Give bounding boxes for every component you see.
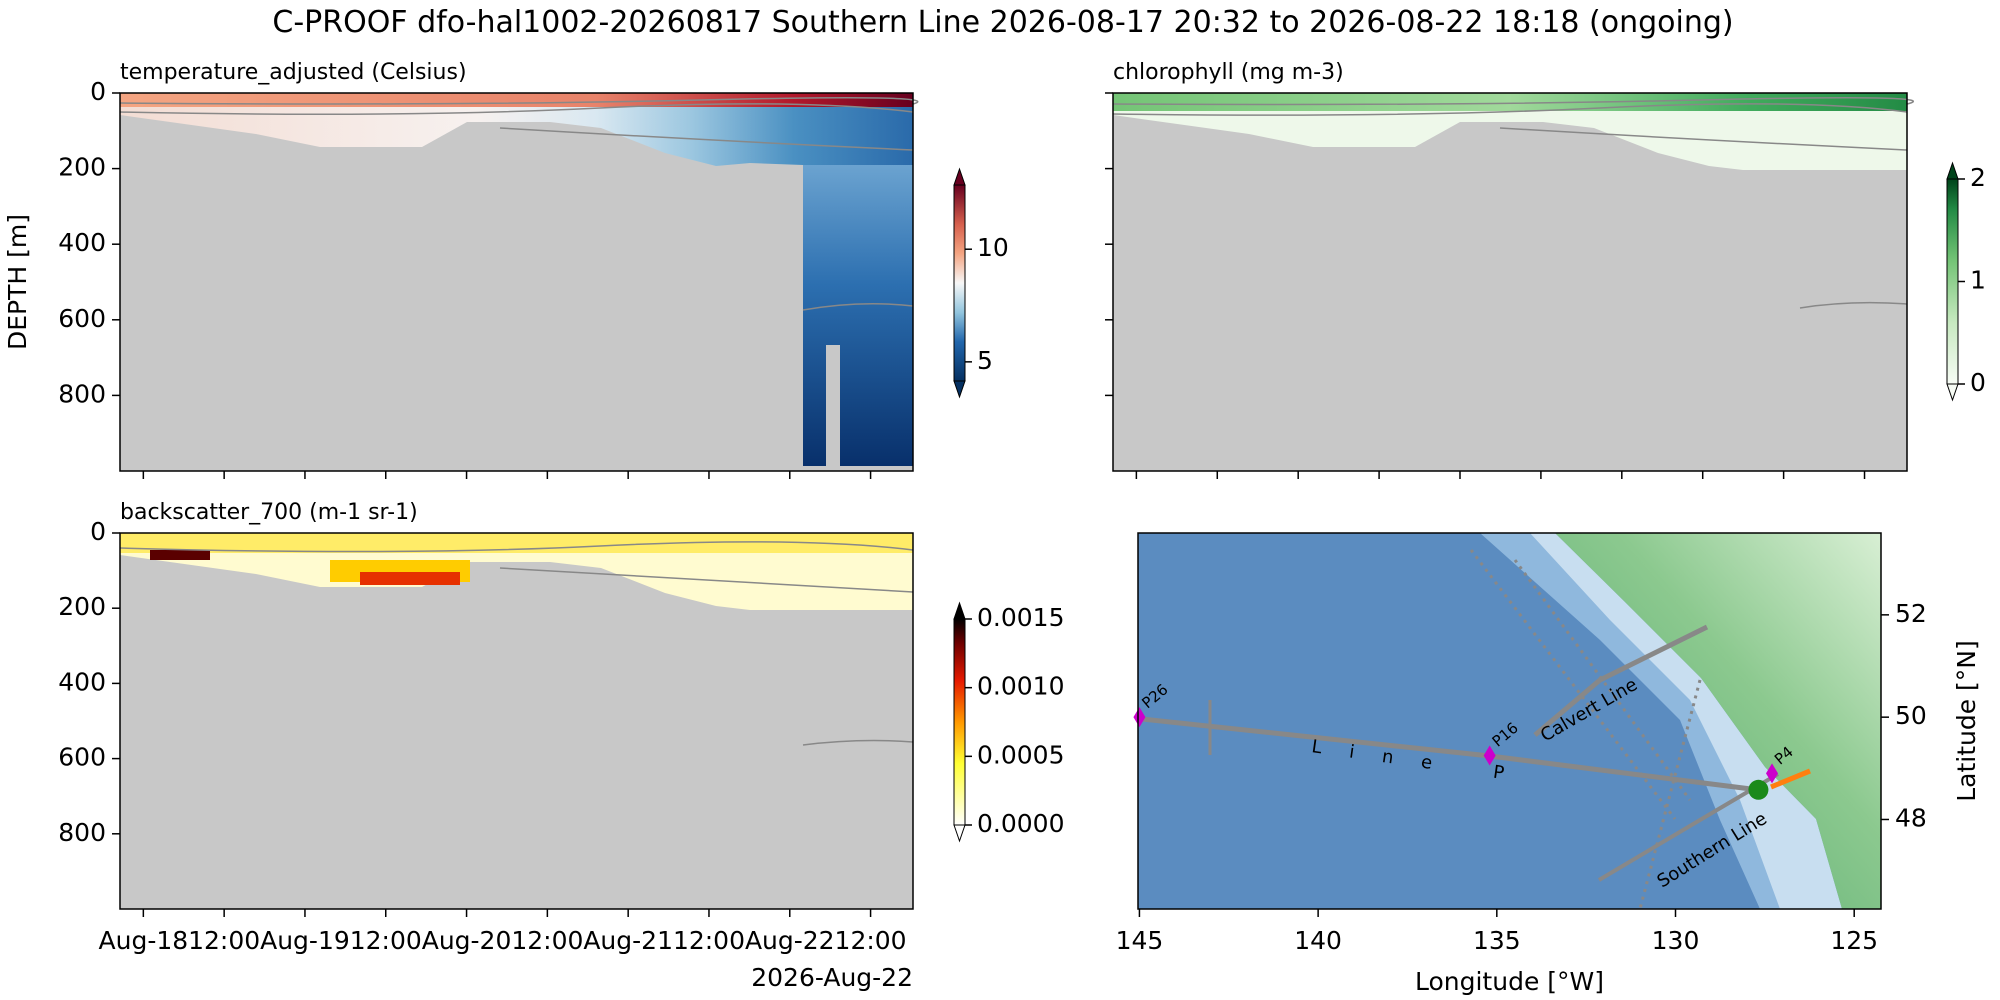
glider-tracks [1141, 549, 1811, 910]
station-marker [1133, 707, 1146, 728]
glider-position [1748, 779, 1769, 800]
x-tick-label: 135 [1473, 926, 1521, 955]
y-axis-label: DEPTH [m] [3, 214, 32, 350]
heatmap-field [1112, 93, 1914, 471]
y-tick-label: 0 [90, 517, 106, 546]
panel-title: chlorophyll (mg m-3) [1113, 60, 1344, 85]
x-tick-label: 145 [1116, 926, 1164, 955]
y-tick-label: 0 [90, 77, 106, 106]
colorbar-fill [954, 185, 965, 381]
colorbar-tick-label: 0.0005 [977, 740, 1064, 769]
y-tick-label: 52 [1895, 599, 1927, 628]
y-tick-label: 600 [58, 304, 106, 333]
map-background [1138, 533, 1881, 909]
x-offset-label: 2026-Aug-22 [751, 963, 913, 992]
colorbar-tick-label: 0 [1970, 368, 1986, 397]
x-tick-label: 140 [1294, 926, 1342, 955]
x-tick-label: 12:00 [188, 926, 260, 955]
colorbar-tick-label: 5 [977, 346, 993, 375]
x-tick-label: Aug-21 [583, 926, 673, 955]
y-tick-label: 200 [58, 592, 106, 621]
x-axis-label: Longitude [°W] [1415, 967, 1604, 996]
x-tick-label: 12:00 [511, 926, 583, 955]
colorbar-extend [953, 601, 966, 620]
x-tick-label: 125 [1830, 926, 1878, 955]
station-marker [1765, 763, 1778, 784]
colorbar-extend [953, 824, 966, 843]
colorbar: 0.0000 0.0005 0.0010 0.0015 [953, 601, 1064, 843]
y-tick-label: 48 [1895, 803, 1927, 832]
x-tick-label: Aug-22 [745, 926, 835, 955]
colorbar-tick-label: 0.0000 [977, 809, 1064, 838]
x-tick-label: 12:00 [673, 926, 745, 955]
x-tick-label: Aug-20 [422, 926, 512, 955]
x-tick-label: Aug-18 [99, 926, 189, 955]
colorbar: 5 10 [953, 167, 1009, 399]
heatmap-field [119, 533, 914, 909]
axes-frame [119, 92, 914, 472]
colorbar: 0 1 2 [1946, 161, 1986, 402]
y-axis-label: Latitude [°N] [1952, 640, 1981, 802]
x-tick-label: 12:00 [350, 926, 422, 955]
heatmap-field [119, 93, 919, 471]
colorbar-fill [1947, 179, 1958, 384]
colorbar-tick-label: 1 [1970, 266, 1986, 295]
colorbar-tick-label: 2 [1970, 163, 1986, 192]
colorbar-extend [1946, 161, 1959, 180]
axes-frame [1112, 92, 1908, 472]
axes-frame [1137, 532, 1882, 910]
x-tick-label: Aug-19 [260, 926, 350, 955]
colorbar-extend [953, 167, 966, 186]
colorbar-tick-label: 10 [977, 233, 1009, 262]
x-tick-label: 12:00 [835, 926, 907, 955]
station-marker [1483, 745, 1496, 766]
panel-title: backscatter_700 (m-1 sr-1) [120, 500, 418, 525]
colorbar-extend [1946, 383, 1959, 402]
y-tick-label: 800 [58, 379, 106, 408]
y-tick-label: 400 [58, 667, 106, 696]
y-tick-label: 400 [58, 228, 106, 257]
colorbar-extend [953, 380, 966, 399]
axes-frame [119, 532, 914, 910]
y-tick-label: 600 [58, 743, 106, 772]
figure-title: C-PROOF dfo-hal1002-20260817 Southern Li… [272, 5, 1733, 40]
colorbar-tick-label: 0.0015 [977, 603, 1064, 632]
panel-title: temperature_adjusted (Celsius) [120, 60, 467, 85]
y-tick-label: 800 [58, 818, 106, 847]
colorbar-frame [953, 618, 966, 826]
y-tick-label: 200 [58, 153, 106, 182]
colorbar-tick-label: 0.0010 [977, 672, 1064, 701]
colorbar-frame [953, 184, 966, 382]
x-tick-label: 130 [1652, 926, 1700, 955]
y-tick-label: 50 [1895, 701, 1927, 730]
colorbar-fill [954, 619, 965, 825]
